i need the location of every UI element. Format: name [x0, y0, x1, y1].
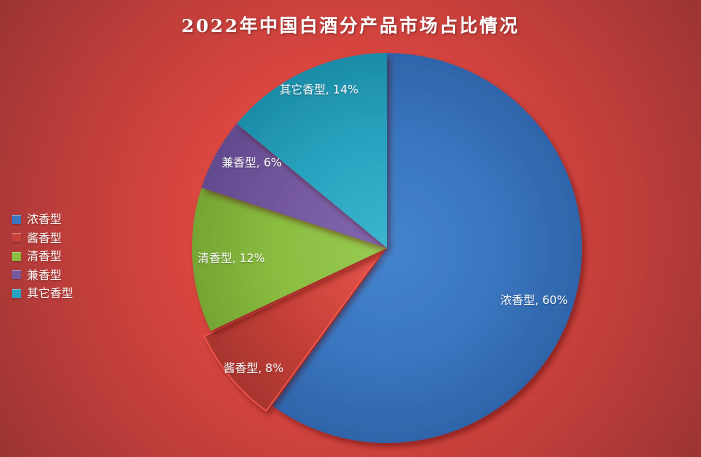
pie-slice-qingxiang — [191, 187, 387, 331]
pie-slices-group — [191, 52, 582, 443]
legend-swatch-qingxiang — [12, 251, 21, 261]
legend-label-nongxiang: 浓香型 — [27, 212, 62, 227]
pie-slice-jiangxiang — [203, 252, 382, 412]
legend: 浓香型酱香型清香型兼香型其它香型 — [12, 210, 73, 303]
legend-label-jiangxiang: 酱香型 — [27, 230, 62, 245]
slice-label-jiangxiang: 酱香型, 8% — [223, 361, 283, 375]
legend-item-jianxiang: 兼香型 — [12, 266, 73, 285]
slice-label-jianxiang: 兼香型, 6% — [222, 156, 282, 170]
pie-slice-qita — [236, 52, 387, 248]
chart-title: 2022年中国白酒分产品市场占比情况 — [181, 16, 520, 37]
slice-label-nongxiang: 浓香型, 60% — [500, 293, 567, 307]
slice-label-qingxiang: 清香型, 12% — [198, 251, 265, 265]
legend-swatch-qita — [12, 288, 21, 298]
legend-item-qingxiang: 清香型 — [12, 247, 73, 266]
legend-item-nongxiang: 浓香型 — [12, 210, 73, 229]
legend-swatch-nongxiang — [12, 214, 21, 224]
legend-item-qita: 其它香型 — [12, 284, 73, 303]
legend-item-jiangxiang: 酱香型 — [12, 229, 73, 248]
pie-slice-nongxiang — [272, 53, 582, 443]
legend-swatch-jiangxiang — [12, 233, 21, 243]
legend-swatch-jianxiang — [12, 270, 21, 280]
slice-label-qita: 其它香型, 14% — [280, 82, 359, 96]
legend-label-qingxiang: 清香型 — [27, 249, 62, 264]
legend-label-jianxiang: 兼香型 — [27, 267, 62, 282]
pie-labels-group: 浓香型, 60% 酱香型, 8% 清香型, 12% 兼香型, 6% 其它香型, 14% — [198, 82, 568, 375]
pie-slice-jianxiang — [201, 123, 387, 248]
legend-label-qita: 其它香型 — [27, 286, 73, 301]
